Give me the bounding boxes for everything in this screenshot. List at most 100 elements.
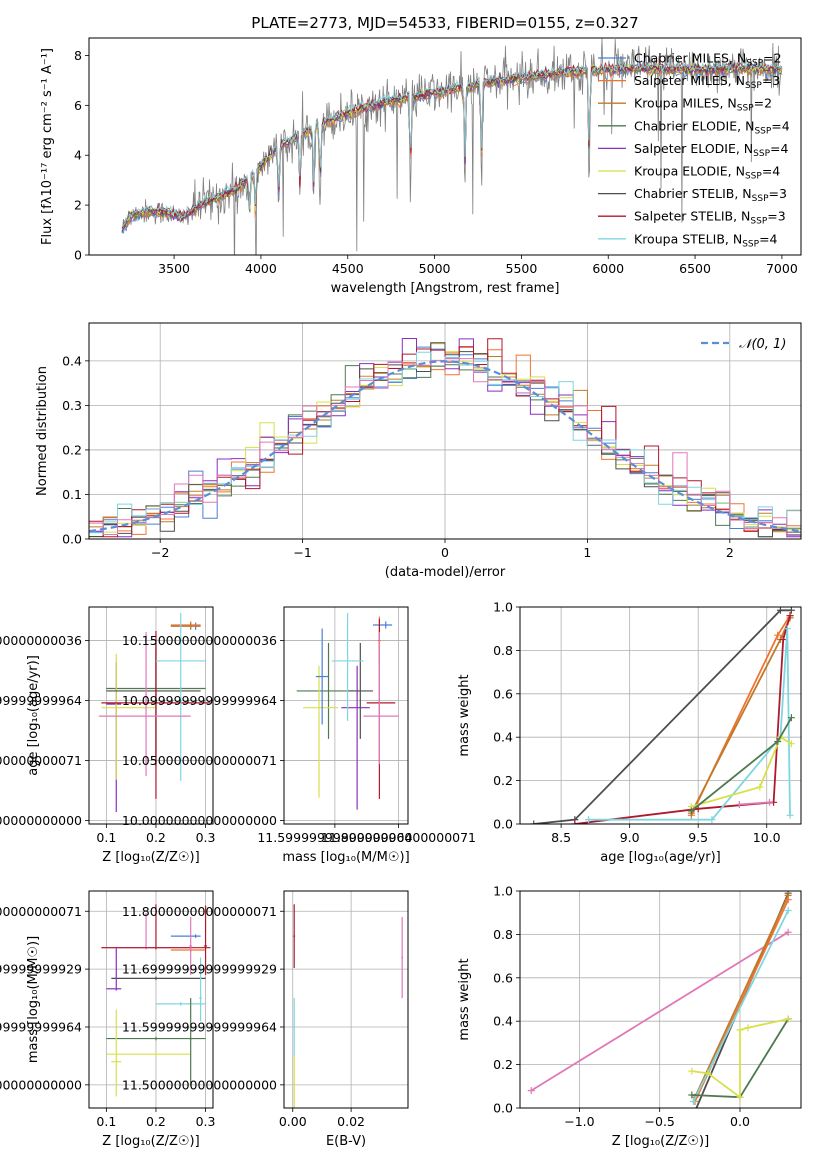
series-marker [735, 800, 743, 808]
x-tick-label: 4000 [245, 261, 277, 276]
axes-frame [519, 890, 802, 1109]
axes-frame [283, 606, 409, 825]
y-tick-label: 10.05000000000000071 [122, 753, 277, 768]
legend-label: Kroupa ELODIE, NSSP=4 [634, 164, 780, 182]
x-axis-label: mass [log₁₀(M/M☉)] [282, 850, 409, 865]
series-marker [786, 612, 794, 620]
series-line [739, 801, 770, 806]
x-axis-label: Z [log₁₀(Z/Z☉)] [102, 850, 199, 865]
y-tick-label: 0.0 [493, 817, 513, 832]
series-marker [784, 928, 792, 936]
y-tick-label: 10.15000000000000036 [0, 633, 82, 648]
y-tick-label: 10.15000000000000036 [122, 633, 277, 648]
figure-title: PLATE=2773, MJD=54533, FIBERID=0155, z=0… [251, 14, 638, 32]
y-tick-label: 0.6 [493, 970, 513, 985]
age-vs-mass-panel: 11.5999999999999996411.80000000000000071… [122, 606, 476, 865]
axes-frame [88, 37, 802, 256]
spectrum-lines [121, 38, 783, 255]
y-axis-label: age [log₁₀(age/yr)] [26, 655, 41, 776]
cum-mass-Z-panel: −1.0 −0.5 0.0 0.0 0.2 0.4 0.6 0.8 1.0 Z [log₁₀(Z/… [457, 884, 802, 1149]
age-vs-Z-panel: 0.1 0.2 0.3 10.00000000000000000 10.05000000… [0, 606, 216, 865]
x-tick-label: 0.2 [146, 1114, 166, 1129]
y-tick-label: 1.0 [493, 600, 513, 615]
series-marker [784, 896, 792, 904]
series-line [691, 735, 792, 808]
y-tick-label: 10.05000000000000071 [0, 753, 82, 768]
series-marker [774, 738, 782, 746]
histogram-series [89, 358, 801, 537]
series-line [530, 931, 789, 1092]
cum-mass-age-panel: 8.5 9.0 9.5 10.0 0.0 0.2 0.4 0.6 0.8 1.0 age [log₁… [457, 600, 802, 865]
y-tick-label: 0 [74, 248, 82, 263]
x-tick-label: 9.0 [620, 830, 640, 845]
y-tick-label: 11.59999999999999964 [0, 1019, 82, 1034]
spectrum-panel: 3500 4000 4500 5000 5500 6000 6500 7000 0 2 4 6 8 wav… [40, 37, 802, 296]
series-marker [585, 816, 593, 824]
x-tick-label: 11.80000000000000071 [321, 830, 476, 845]
axes-frame [519, 606, 802, 825]
y-tick-label: 8 [74, 48, 82, 63]
x-tick-label: 2 [726, 545, 734, 560]
y-tick-label: 1.0 [493, 884, 513, 899]
residuals-legend: 𝒩(0, 1) [701, 337, 786, 352]
series-marker [787, 740, 795, 748]
series-marker [704, 1069, 712, 1077]
x-tick-label: 0.3 [196, 1114, 216, 1129]
y-axis-label: mass weight [457, 958, 472, 1040]
x-tick-label: 0.1 [96, 830, 116, 845]
errorbars [98, 612, 211, 813]
y-tick-label: 11.50000000000000000 [0, 1077, 82, 1092]
y-tick-label: 11.50000000000000000 [122, 1077, 277, 1092]
series-marker [736, 1093, 744, 1101]
y-tick-label: 10.09999999999999964 [122, 693, 277, 708]
series-marker [776, 607, 784, 614]
series-marker [688, 1067, 696, 1075]
series-line [533, 609, 792, 824]
y-tick-label: 0.6 [493, 686, 513, 701]
legend-label: Chabrier STELIB, NSSP=3 [634, 186, 787, 204]
histograms [89, 338, 801, 538]
errorbars [296, 612, 399, 810]
x-tick-label: 0 [441, 545, 449, 560]
y-tick-label: 4 [74, 148, 82, 163]
y-tick-label: 11.69999999999999929 [122, 962, 277, 977]
series-marker [689, 1097, 697, 1105]
x-axis-label: wavelength [Angstrom, rest frame] [331, 281, 560, 296]
mass-vs-Z-panel: 0.1 0.2 0.3 11.50000000000000000 11.59999999… [0, 890, 216, 1149]
series-marker [688, 1115, 695, 1122]
series-marker [530, 820, 538, 824]
legend-label: Salpeter ELODIE, NSSP=4 [634, 141, 789, 159]
axes-frame [88, 322, 802, 540]
y-tick-label: 0.2 [493, 773, 513, 788]
legend-label: Salpeter MILES, NSSP=3 [634, 73, 780, 91]
y-tick-label: 0.0 [493, 1101, 513, 1116]
x-tick-label: 11.59999999999999964 [257, 830, 412, 845]
series-lines [530, 607, 795, 824]
x-tick-label: 4500 [332, 261, 364, 276]
series-marker [787, 607, 795, 614]
series-line [692, 910, 790, 1102]
x-tick-label: 6500 [679, 261, 711, 276]
y-tick-label: 2 [74, 198, 82, 213]
x-axis-label: E(B-V) [326, 1134, 366, 1149]
series-marker [784, 907, 792, 915]
x-tick-label: 5500 [506, 261, 538, 276]
x-tick-label: 5000 [419, 261, 451, 276]
y-tick-label: 0.4 [493, 730, 513, 745]
series-marker [756, 783, 764, 791]
x-tick-label: −2 [151, 545, 169, 560]
series-marker [786, 811, 794, 819]
y-axis-label: mass weight [457, 674, 472, 756]
y-tick-label: 0.2 [493, 1057, 513, 1072]
x-axis-label: Z [log₁₀(Z/Z☉)] [612, 1134, 709, 1149]
series-marker [787, 714, 795, 722]
x-axis-label: Z [log₁₀(Z/Z☉)] [102, 1134, 199, 1149]
y-axis-label: mass [log₁₀(M/M☉)] [26, 936, 41, 1063]
legend-label: Kroupa STELIB, NSSP=4 [634, 231, 778, 249]
series-line [574, 615, 791, 824]
mass-vs-EBV-panel: 0.00 0.02 11.50000000000000000 11.599999999… [122, 890, 409, 1149]
x-tick-label: −1 [293, 545, 311, 560]
x-axis-label: (data-model)/error [385, 565, 506, 580]
y-axis-label: Normed distribution [35, 366, 50, 496]
